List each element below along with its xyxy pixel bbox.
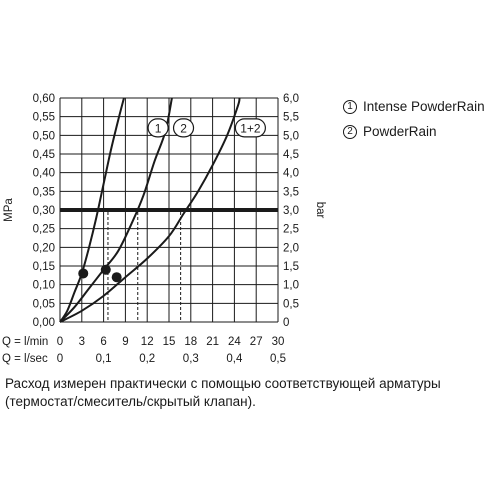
x-tick-label-lmin: 9 bbox=[122, 336, 128, 348]
y-axis-title-left: MPa bbox=[3, 198, 15, 222]
x-tick-label-lmin: 27 bbox=[250, 336, 263, 348]
operating-point-2 bbox=[100, 264, 111, 275]
y-tick-label-right: 0 bbox=[283, 317, 289, 329]
y-tick-label-right: 5,0 bbox=[283, 130, 299, 142]
legend: 1 Intense PowderRain 2 PowderRain bbox=[343, 94, 485, 144]
x-tick-label-lsec: 0,5 bbox=[270, 353, 286, 365]
y-tick-label-right: 1,5 bbox=[283, 261, 299, 273]
x-tick-label-lmin: 18 bbox=[184, 336, 197, 348]
y-tick-label-left: 0,30 bbox=[33, 205, 55, 217]
x-tick-label-lmin: 24 bbox=[228, 336, 241, 348]
curve-label-text-1: 1 bbox=[155, 121, 162, 135]
y-tick-label-left: 0,45 bbox=[33, 149, 55, 161]
x-tick-label-lmin: 0 bbox=[57, 336, 63, 348]
y-tick-label-left: 0,35 bbox=[33, 186, 55, 198]
y-tick-label-left: 0,10 bbox=[33, 280, 55, 292]
operating-point-3 bbox=[111, 272, 122, 283]
y-tick-label-left: 0,50 bbox=[33, 130, 55, 142]
pressure-flow-chart: 0,600,550,500,450,400,350,300,250,200,15… bbox=[2, 93, 326, 365]
curve-label-text-2: 2 bbox=[180, 121, 187, 135]
curve-label-text-3: 1+2 bbox=[240, 121, 261, 135]
legend-label-2: PowderRain bbox=[363, 124, 437, 139]
x-axis-title-lsec: Q = l/sec bbox=[2, 353, 48, 365]
x-tick-label-lsec: 0,1 bbox=[96, 353, 112, 365]
x-tick-label-lsec: 0 bbox=[57, 353, 63, 365]
legend-item-powderrain: 2 PowderRain bbox=[343, 119, 485, 144]
y-tick-label-left: 0,20 bbox=[33, 242, 55, 254]
y-tick-label-left: 0,25 bbox=[33, 224, 55, 236]
series-curve-3 bbox=[59, 97, 241, 323]
y-tick-label-left: 0,55 bbox=[33, 112, 55, 124]
y-tick-label-right: 2,0 bbox=[283, 242, 299, 254]
y-tick-label-right: 6,0 bbox=[283, 93, 299, 105]
x-axis-title-lmin: Q = l/min bbox=[2, 336, 48, 348]
y-tick-label-left: 0,00 bbox=[33, 317, 55, 329]
y-tick-label-left: 0,05 bbox=[33, 298, 55, 310]
curve-label-badge-3 bbox=[234, 118, 266, 138]
y-tick-label-right: 0,5 bbox=[283, 298, 299, 310]
y-tick-label-right: 3,0 bbox=[283, 205, 299, 217]
legend-item-intense-powderrain: 1 Intense PowderRain bbox=[343, 94, 485, 119]
curve-label-badge-1 bbox=[147, 118, 169, 138]
y-tick-label-left: 0,40 bbox=[33, 168, 55, 180]
x-tick-label-lmin: 30 bbox=[272, 336, 285, 348]
y-tick-label-right: 3,5 bbox=[283, 186, 299, 198]
x-tick-label-lmin: 6 bbox=[100, 336, 106, 348]
x-tick-label-lmin: 12 bbox=[141, 336, 154, 348]
operating-point-1 bbox=[78, 268, 89, 279]
x-tick-label-lmin: 3 bbox=[79, 336, 85, 348]
footnote: Расход измерен практически с помощью соо… bbox=[5, 376, 441, 409]
y-tick-label-right: 1,0 bbox=[283, 280, 299, 292]
x-tick-label-lsec: 0,2 bbox=[139, 353, 155, 365]
y-tick-label-left: 0,15 bbox=[33, 261, 55, 273]
legend-label-1: Intense PowderRain bbox=[363, 99, 485, 114]
y-tick-label-right: 4,5 bbox=[283, 149, 299, 161]
x-tick-label-lsec: 0,3 bbox=[183, 353, 199, 365]
y-tick-label-left: 0,60 bbox=[33, 93, 55, 105]
x-tick-label-lsec: 0,4 bbox=[226, 353, 243, 365]
curve-label-badge-2 bbox=[172, 118, 195, 138]
y-tick-label-right: 2,5 bbox=[283, 224, 299, 236]
series-curve-2 bbox=[59, 97, 173, 323]
legend-marker-1: 1 bbox=[343, 99, 357, 114]
y-tick-label-right: 5,5 bbox=[283, 112, 299, 124]
x-tick-label-lmin: 21 bbox=[206, 336, 219, 348]
y-tick-label-right: 4,0 bbox=[283, 168, 299, 180]
x-tick-label-lmin: 15 bbox=[163, 336, 176, 348]
y-axis-title-right: bar bbox=[314, 202, 326, 219]
series-curve-1 bbox=[59, 97, 125, 323]
legend-marker-2: 2 bbox=[343, 124, 357, 139]
